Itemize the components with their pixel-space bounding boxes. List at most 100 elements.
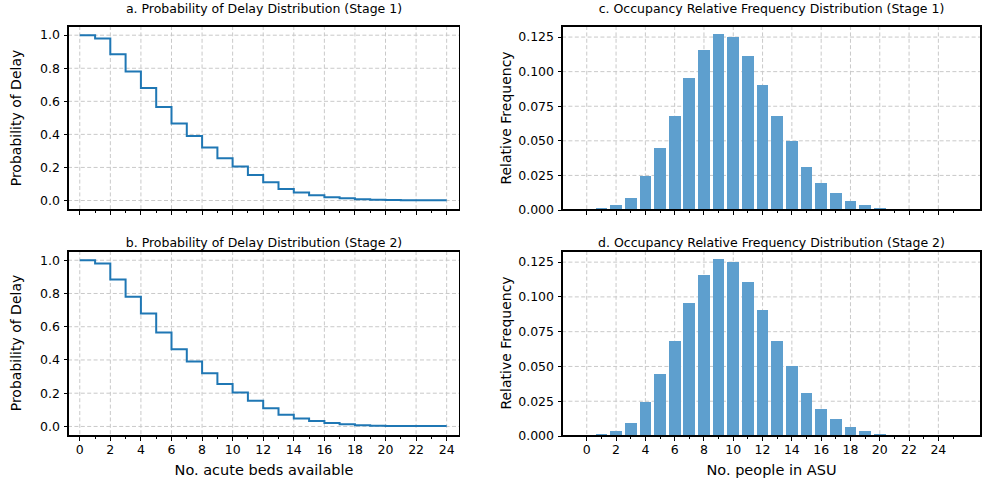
x-tick-label: 0 <box>583 442 591 457</box>
chart-d-plot: 0.0000.0250.0500.0750.1000.1250246810121… <box>518 251 981 457</box>
bar <box>669 116 681 210</box>
bar <box>859 431 871 436</box>
chart-a-title: a. Probability of Delay Distribution (St… <box>68 2 460 16</box>
y-tick-label: 0.8 <box>40 286 60 301</box>
chart-d-y-axis-label: Relative Frequency <box>498 276 514 409</box>
x-tick-label: 14 <box>286 442 302 457</box>
bar <box>727 262 739 436</box>
bar <box>713 259 725 436</box>
bar <box>654 374 666 436</box>
x-tick-label: 12 <box>755 442 771 457</box>
bar <box>757 310 769 436</box>
y-tick-label: 0.050 <box>518 359 554 374</box>
x-tick-label: 4 <box>641 442 649 457</box>
tick-marks <box>558 262 954 440</box>
y-tick-label: 0.100 <box>518 64 554 79</box>
bar <box>786 141 798 210</box>
x-tick-label: 22 <box>408 442 424 457</box>
x-tick-label: 6 <box>671 442 679 457</box>
y-tick-label: 0.0 <box>40 193 60 208</box>
tick-marks <box>64 35 447 214</box>
x-tick-label: 8 <box>198 442 206 457</box>
bar <box>610 205 622 210</box>
bar <box>801 167 813 210</box>
bar <box>742 56 754 210</box>
x-tick-label: 20 <box>378 442 394 457</box>
y-tick-label: 0.000 <box>518 428 554 443</box>
bar <box>683 303 695 436</box>
x-tick-label: 24 <box>930 442 946 457</box>
bar <box>757 85 769 210</box>
bar <box>727 37 739 210</box>
tick-marks <box>558 37 954 214</box>
y-tick-label: 0.4 <box>40 352 60 367</box>
tick-labels: 0.0000.0250.0500.0750.1000.125 <box>518 29 554 217</box>
bar <box>640 176 652 210</box>
y-tick-label: 1.0 <box>40 253 60 268</box>
bar <box>654 148 666 210</box>
bar <box>771 341 783 436</box>
x-tick-label: 0 <box>76 442 84 457</box>
chart-b-x-axis-label: No. acute beds available <box>68 462 460 478</box>
x-tick-label: 10 <box>725 442 741 457</box>
bar <box>742 282 754 436</box>
y-tick-label: 1.0 <box>40 27 60 42</box>
x-tick-label: 24 <box>439 442 455 457</box>
y-tick-label: 0.125 <box>518 29 554 44</box>
chart-a-plot: 0.0 0.2 0.4 0.6 0.8 1.0 <box>40 26 459 215</box>
bar <box>683 78 695 210</box>
y-tick-label: 0.075 <box>518 99 554 114</box>
y-tick-label: 0.6 <box>40 319 60 334</box>
chart-c-y-axis-label: Relative Frequency <box>498 51 514 184</box>
y-tick-label: 0.075 <box>518 324 554 339</box>
bar <box>771 116 783 210</box>
tick-marks <box>64 260 447 440</box>
y-tick-label: 0.100 <box>518 289 554 304</box>
x-tick-label: 20 <box>872 442 888 457</box>
bar <box>713 34 725 210</box>
bar <box>815 409 827 436</box>
y-tick-label: 0.4 <box>40 127 60 142</box>
y-tick-label: 0.6 <box>40 94 60 109</box>
bar <box>625 423 637 436</box>
chart-d-x-axis-label: No. people in ASU <box>562 462 981 478</box>
y-tick-label: 0.025 <box>518 168 554 183</box>
bar <box>786 366 798 436</box>
x-tick-label: 14 <box>784 442 800 457</box>
chart-c-title: c. Occupancy Relative Frequency Distribu… <box>562 2 981 16</box>
bar <box>610 431 622 436</box>
y-tick-label: 0.8 <box>40 61 60 76</box>
chart-b-title: b. Probability of Delay Distribution (St… <box>68 236 460 250</box>
y-tick-label: 0.050 <box>518 133 554 148</box>
x-tick-label: 12 <box>255 442 271 457</box>
x-tick-label: 16 <box>813 442 829 457</box>
x-tick-label: 4 <box>137 442 145 457</box>
bar <box>669 341 681 436</box>
chart-b-plot: 0.00.20.40.60.81.0024681012141618202224 <box>40 251 459 457</box>
x-tick-label: 22 <box>901 442 917 457</box>
x-tick-label: 10 <box>225 442 241 457</box>
bar <box>845 201 857 210</box>
bar <box>830 193 842 210</box>
chart-d-bars <box>596 259 915 436</box>
bar <box>698 275 710 436</box>
x-tick-label: 6 <box>168 442 176 457</box>
figure-root: 0.00.20.40.60.81.00.00.20.40.60.81.00246… <box>0 0 989 490</box>
bar <box>698 50 710 210</box>
tick-labels: 0.0 0.2 0.4 0.6 0.8 1.0 <box>40 27 60 207</box>
y-tick-label: 0.0 <box>40 419 60 434</box>
bar <box>640 402 652 436</box>
x-tick-label: 2 <box>612 442 620 457</box>
x-tick-label: 16 <box>316 442 332 457</box>
bar <box>801 393 813 436</box>
bar <box>625 198 637 210</box>
chart-a-y-axis-label: Probability of Delay <box>8 50 24 187</box>
bar <box>815 183 827 210</box>
x-tick-label: 8 <box>700 442 708 457</box>
bar <box>830 419 842 436</box>
bar <box>859 205 871 210</box>
y-tick-label: 0.2 <box>40 160 60 175</box>
bar <box>845 427 857 436</box>
y-tick-label: 0.125 <box>518 254 554 269</box>
chart-d-title: d. Occupancy Relative Frequency Distribu… <box>562 236 981 250</box>
